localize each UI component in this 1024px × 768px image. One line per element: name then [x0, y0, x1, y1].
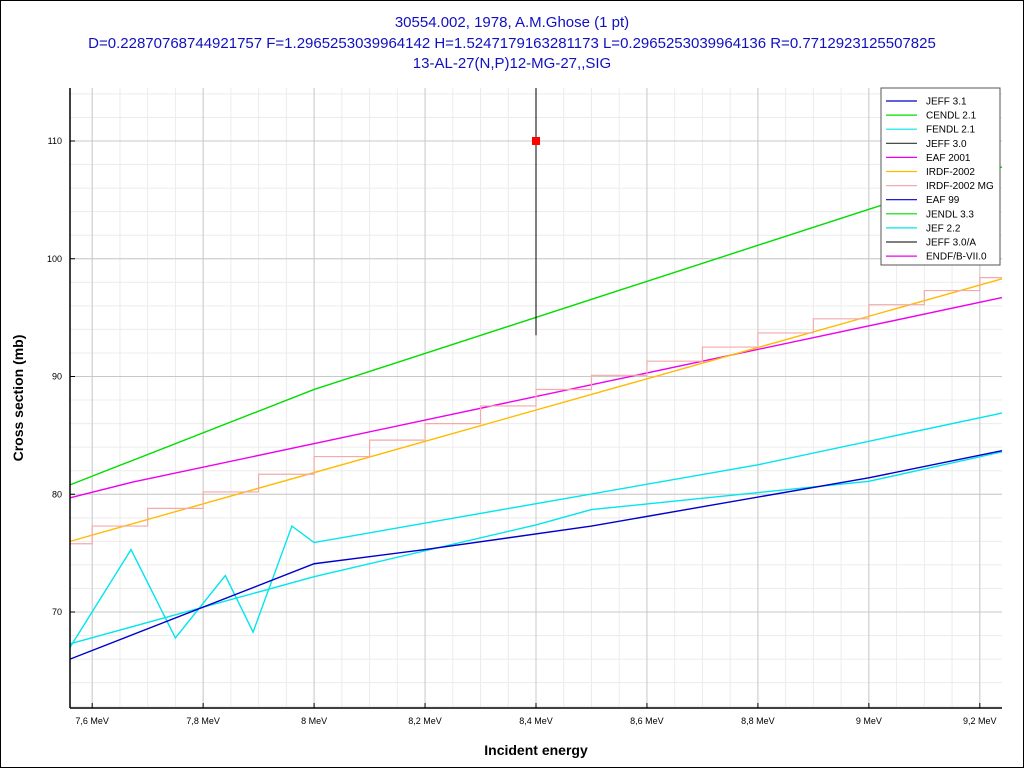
legend-label: ENDF/B-VII.0: [926, 252, 987, 263]
x-tick-label: 8,6 MeV: [630, 716, 664, 726]
legend-label: JEFF 3.0: [926, 139, 967, 150]
x-tick-label: 8,2 MeV: [408, 716, 442, 726]
x-axis-label: Incident energy: [484, 742, 588, 758]
chart-subtitle-params: D=0.22870768744921757 F=1.29652530399641…: [88, 35, 936, 52]
series-line-jeff-3-1: [69, 450, 1003, 660]
y-tick-label: 110: [48, 136, 62, 146]
x-tick-label: 9,2 MeV: [963, 716, 997, 726]
series-line-jef-2-2: [69, 451, 1003, 645]
legend-label: JEF 2.2: [926, 223, 961, 234]
legend-label: IRDF-2002 MG: [926, 181, 994, 192]
legend-label: EAF 2001: [926, 153, 971, 164]
x-tick-label: 8,8 MeV: [741, 716, 775, 726]
legend-label: FENDL 2.1: [926, 125, 976, 136]
legend-label: JEFF 3.1: [926, 97, 967, 108]
x-tick-label: 8 MeV: [301, 716, 327, 726]
series-line-eaf-2001: [69, 296, 1003, 499]
series-line-fendl-2-1: [69, 412, 1003, 648]
y-tick-label: 80: [52, 489, 62, 499]
series-line-irdf-2002-mg: [70, 276, 1002, 545]
chart-subtitle-reaction: 13-AL-27(N,P)12-MG-27,,SIG: [412, 55, 612, 72]
legend-label: CENDL 2.1: [926, 111, 977, 122]
legend-label: IRDF-2002: [926, 167, 975, 178]
y-axis-label: Cross section (mb): [10, 335, 26, 462]
y-tick-label: 100: [47, 254, 62, 264]
y-tick-label: 70: [52, 607, 62, 617]
x-tick-label: 7,8 MeV: [186, 716, 220, 726]
y-tick-label: 90: [52, 372, 62, 382]
x-tick-label: 9 MeV: [856, 716, 882, 726]
legend-label: JEFF 3.0/A: [926, 238, 976, 249]
legend-label: EAF 99: [926, 195, 960, 206]
legend-box: [880, 87, 1001, 266]
legend-label: JENDL 3.3: [926, 209, 974, 220]
series-line-irdf-2002: [69, 278, 1003, 543]
x-tick-label: 8,4 MeV: [519, 716, 553, 726]
x-tick-label: 7,6 MeV: [75, 716, 109, 726]
chart-title: 30554.002, 1978, A.M.Ghose (1 pt): [394, 14, 630, 31]
data-point: [532, 136, 540, 145]
